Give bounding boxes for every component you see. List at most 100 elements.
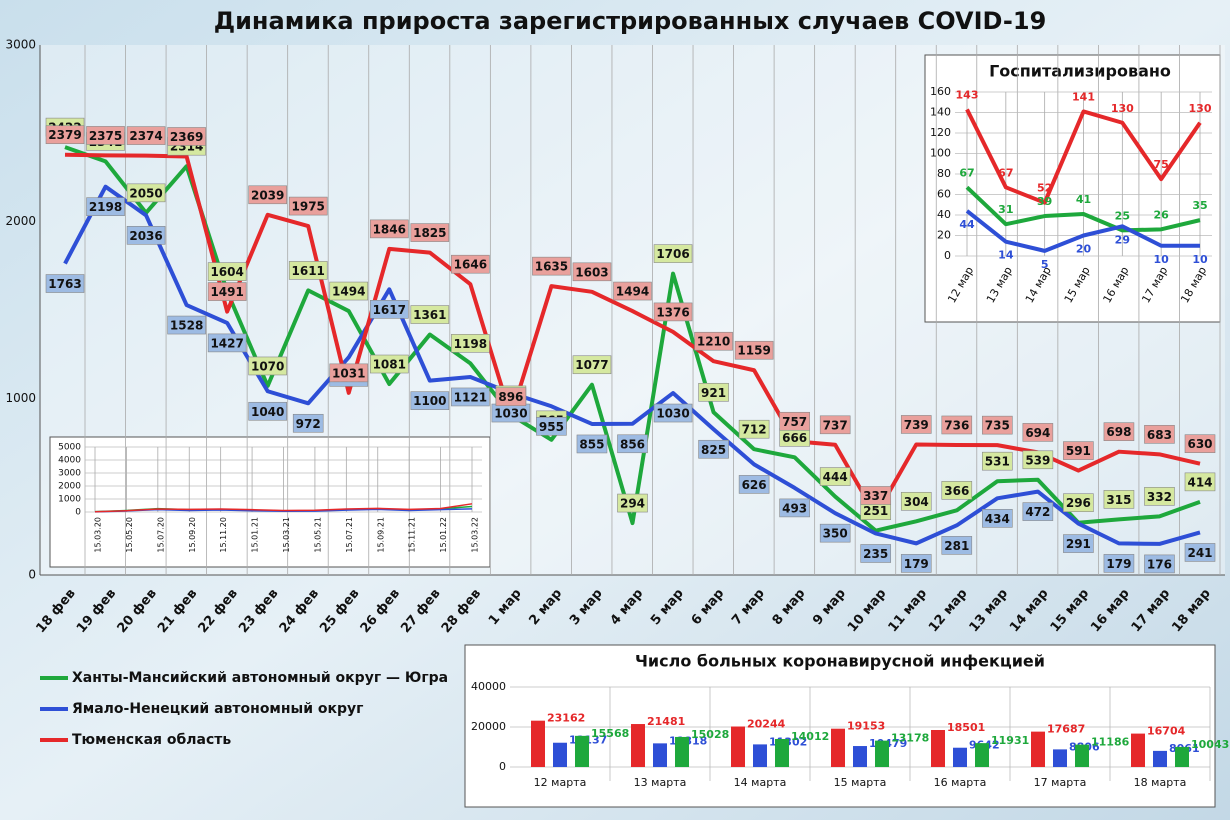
value-label: 10	[1192, 253, 1208, 266]
value-label: 1121	[454, 390, 487, 404]
y-tick-label: 0	[75, 508, 81, 518]
bar	[675, 736, 689, 767]
x-tick-label: 15.05.21	[313, 517, 322, 553]
value-label: 294	[620, 497, 645, 511]
value-label: 21481	[647, 715, 685, 728]
value-label-box	[45, 125, 85, 145]
value-label: 1494	[332, 285, 365, 299]
value-label-box	[167, 127, 206, 146]
value-label: 434	[985, 512, 1010, 526]
y-tick-label: 40	[937, 208, 951, 221]
value-label: 67	[959, 166, 974, 179]
value-label: 11931	[991, 734, 1029, 747]
y-tick-label: 80	[937, 167, 951, 180]
bar	[631, 724, 645, 767]
value-label: 143	[956, 88, 979, 101]
value-label: 241	[1187, 546, 1212, 560]
value-label: 1376	[656, 305, 689, 319]
value-label-box	[819, 523, 851, 543]
x-tick-label: 15.07.20	[156, 517, 165, 553]
x-tick-label: 15.01.21	[251, 517, 260, 553]
value-label-box	[900, 491, 932, 511]
value-label-box	[1103, 422, 1135, 441]
y-tick-label: 120	[930, 126, 951, 139]
x-tick-label: 15.03.22	[471, 517, 480, 553]
value-label-box	[207, 282, 247, 301]
value-label: 1427	[210, 336, 243, 350]
value-label: 444	[823, 470, 848, 484]
value-label: 1825	[413, 226, 446, 240]
value-label-box	[613, 281, 652, 301]
y-tick-label: 2000	[5, 214, 36, 228]
value-label: 179	[1106, 557, 1131, 571]
bar	[575, 735, 589, 767]
series-line	[64, 152, 1201, 518]
value-label: 694	[1025, 426, 1050, 440]
value-label-box	[941, 415, 973, 435]
x-tick-label: 15.03.21	[282, 517, 291, 553]
value-label: 1603	[575, 265, 608, 279]
bar	[653, 743, 667, 767]
value-label: 1528	[170, 319, 203, 333]
value-label-box	[207, 262, 247, 281]
value-label: 1030	[656, 407, 689, 421]
value-label-box	[617, 493, 648, 513]
value-label: 735	[985, 419, 1010, 433]
value-label: 304	[904, 495, 929, 509]
value-label-box	[1063, 493, 1094, 513]
value-label: 1646	[454, 258, 487, 272]
value-label: 281	[944, 539, 969, 553]
value-label: 1491	[210, 285, 243, 299]
value-label-box	[369, 354, 409, 374]
y-tick-label: 140	[930, 106, 951, 119]
value-label: 10043	[1191, 738, 1229, 751]
value-label-box	[1184, 434, 1216, 454]
value-label-box	[288, 196, 328, 216]
value-label: 414	[1187, 475, 1212, 489]
value-label-box	[860, 486, 892, 505]
value-label-box	[1184, 543, 1216, 562]
bar	[1031, 731, 1045, 767]
value-label: 2374	[129, 129, 162, 143]
value-label: 10	[1154, 253, 1170, 266]
x-tick-label: 15.07.21	[345, 517, 354, 553]
value-label: 13178	[891, 732, 929, 745]
value-label: 531	[985, 455, 1010, 469]
value-label-box	[369, 219, 409, 239]
value-label: 626	[742, 478, 767, 492]
value-label: 20	[1076, 243, 1092, 256]
value-label: 130	[1111, 102, 1134, 115]
value-label: 350	[823, 527, 848, 541]
y-tick-label: 60	[937, 188, 951, 201]
value-label: 296	[1066, 496, 1091, 510]
bar	[1175, 746, 1189, 767]
value-label: 683	[1147, 428, 1172, 442]
value-label: 39	[1037, 195, 1052, 208]
value-label-box	[126, 226, 166, 245]
value-label-box	[734, 340, 774, 360]
y-tick-label: 40000	[471, 680, 506, 693]
value-label: 2375	[89, 129, 122, 143]
value-label-box	[167, 315, 206, 335]
value-label: 539	[1025, 453, 1050, 467]
bar	[775, 738, 789, 767]
value-label-box	[248, 356, 287, 376]
value-label: 1763	[48, 277, 81, 291]
x-tick-label: 15.11.20	[219, 517, 228, 553]
value-label: 235	[863, 547, 888, 561]
value-label: 1361	[413, 308, 446, 322]
value-label: 130	[1189, 102, 1212, 115]
value-label: 1077	[575, 358, 608, 372]
value-label: 2369	[170, 130, 203, 144]
value-label: 52	[1037, 182, 1052, 195]
value-label-box	[451, 334, 490, 353]
value-label-box	[410, 391, 450, 410]
value-label: 366	[944, 484, 969, 498]
value-label-box	[653, 403, 693, 423]
y-tick-label: 100	[930, 147, 951, 160]
value-label-box	[1022, 502, 1054, 521]
value-label: 591	[1066, 444, 1091, 458]
x-tick-label: 15.05.20	[125, 517, 134, 553]
